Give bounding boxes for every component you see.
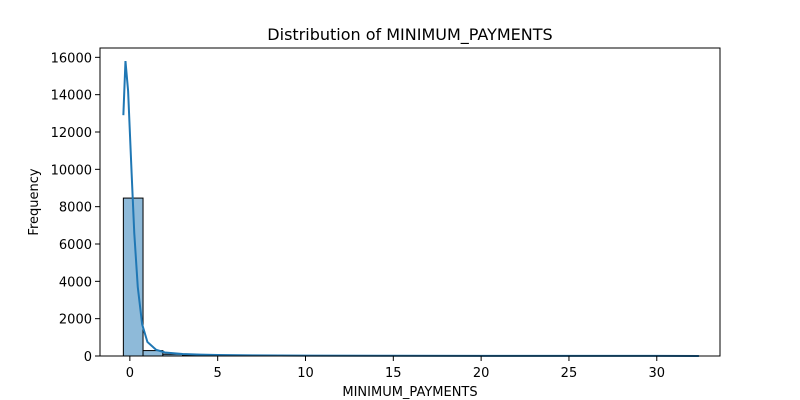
x-tick-label: 10 [297, 366, 314, 381]
x-tick-label: 0 [126, 366, 134, 381]
plot-frame [99, 47, 721, 357]
chart-title: Distribution of MINIMUM_PAYMENTS [267, 25, 552, 45]
y-axis-ticks: 0 2000 4000 6000 8000 10000 12000 14000 16000 [51, 51, 100, 365]
kde-line [122, 60, 699, 357]
x-tick-label: 25 [561, 366, 578, 381]
y-tick-label: 6000 [59, 238, 92, 253]
x-tick-label: 5 [214, 366, 222, 381]
x-tick-label: 15 [385, 366, 402, 381]
y-tick-label: 12000 [51, 126, 92, 141]
y-axis-label: Frequency [27, 168, 42, 235]
y-tick-label: 2000 [59, 313, 92, 328]
bars-layer [122, 197, 697, 357]
y-tick-label: 14000 [51, 89, 92, 104]
x-tick-label: 20 [473, 366, 490, 381]
y-tick-label: 8000 [59, 201, 92, 216]
y-tick-label: 16000 [51, 51, 92, 66]
y-tick-label: 4000 [59, 275, 92, 290]
y-tick-label: 10000 [51, 163, 92, 178]
y-tick-label: 0 [84, 350, 92, 365]
x-axis-ticks: 0 5 10 15 20 25 30 [126, 356, 665, 381]
x-tick-label: 30 [648, 366, 665, 381]
x-axis-label: MINIMUM_PAYMENTS [342, 385, 477, 400]
